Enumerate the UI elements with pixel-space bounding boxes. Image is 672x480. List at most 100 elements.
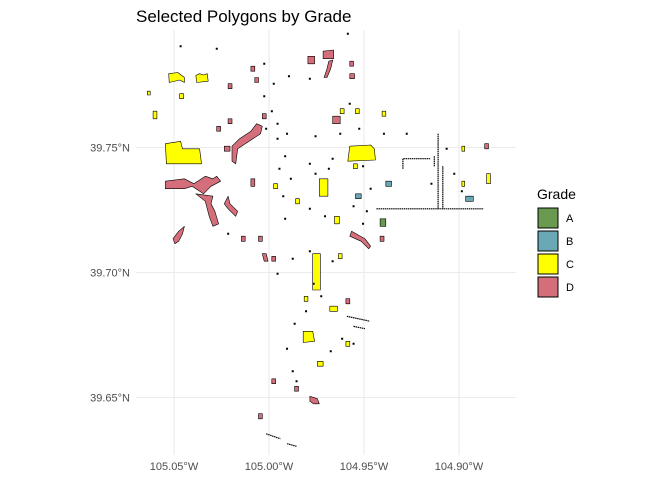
small-polygon-18 [324,215,327,218]
street-lines [266,133,484,447]
small-polygon-11 [308,162,311,165]
polygon-grade-c-24 [338,253,343,260]
small-polygon-26 [362,222,365,225]
polygon-grade-c-21 [273,183,278,189]
polygon-grade-d-28 [349,60,354,67]
polygon-grade-d-32 [227,83,233,89]
legend-label-d: D [566,282,574,294]
small-polygon-20 [327,167,330,170]
legend-swatch-d [537,276,559,298]
small-polygon-21 [314,172,317,175]
small-polygon-23 [369,187,372,190]
small-polygon-37 [291,370,294,373]
polygon-grade-c-19 [355,108,360,114]
small-polygon-40 [348,102,351,105]
polygon-grade-c-18 [317,360,324,367]
polygon-grade-d-46 [271,255,276,262]
polygon-grade-c-9 [179,93,184,99]
small-polygon-39 [286,347,289,350]
polygon-grade-d-26 [307,55,315,65]
polygon-grade-a-56 [379,218,387,227]
line-feature-0 [402,158,431,169]
polygon-grade-c-3 [347,144,376,162]
small-polygon-16 [284,217,287,220]
legend-swatch-c [537,253,559,275]
small-polygon-25 [365,210,368,213]
polygon-grade-c-11 [381,110,387,117]
small-polygon-13 [278,167,281,170]
polygon-grade-d-27 [323,59,334,78]
small-polygon-36 [329,350,332,353]
polygon-grade-b-58 [385,180,392,187]
legend-title: Grade [537,186,576,202]
small-polygon-3 [272,82,275,85]
small-polygon-45 [445,147,448,150]
polygon-grade-d-50 [484,143,489,150]
polygon-grade-d-37 [224,145,231,152]
small-polygon-8 [286,132,289,135]
polygon-grade-d-55 [345,298,351,305]
small-polygon-layer [179,32,463,383]
small-polygon-27 [308,250,311,253]
polygon-grade-b-59 [465,195,474,202]
small-polygon-31 [320,295,323,298]
small-polygon-44 [405,132,408,135]
map-title: Selected Polygons by Grade [136,7,351,26]
polygon-grade-d-49 [332,115,341,124]
polygon-grade-c-13 [486,173,491,184]
small-polygon-14 [289,177,292,180]
x-axis-ticks: 105.05°W 105.00°W 104.95°W 104.90°W [150,461,484,473]
polygon-grade-c-22 [295,198,300,205]
small-polygon-50 [346,32,349,35]
polygon-grade-b-57 [355,193,362,199]
polygon-grade-c-6 [302,330,315,343]
polygon-grade-c-14 [461,180,466,187]
legend-label-a: A [566,213,574,225]
small-polygon-22 [362,165,365,168]
small-polygon-47 [460,190,463,193]
polygon-grade-d-30 [250,65,256,72]
legend-label-b: B [566,236,573,248]
graticule [136,30,516,455]
small-polygon-52 [276,272,279,275]
line-feature-4 [346,315,370,322]
small-polygon-49 [287,75,290,78]
polygon-grade-d-25 [322,49,334,60]
small-polygon-0 [179,45,182,48]
small-polygon-12 [314,135,317,138]
legend-swatch-b [537,230,559,252]
small-polygon-38 [295,380,298,383]
polygon-grade-d-45 [261,253,269,262]
polygon-grade-d-29 [349,73,355,79]
y-axis-ticks: 39.75°N 39.70°N 39.65°N [90,143,130,405]
polygon-grade-c-4 [318,178,329,197]
small-polygon-6 [265,127,268,130]
polygon-grade-c-15 [334,216,340,225]
small-polygon-35 [352,342,355,345]
polygon-grade-d-53 [309,395,320,405]
polygon-grade-d-40 [224,195,238,217]
polygon-grade-d-51 [271,378,276,385]
small-polygon-32 [305,310,308,313]
line-feature-7 [353,325,366,330]
polygon-grade-c-1 [195,73,209,83]
polygon-grade-d-35 [261,113,267,120]
small-polygon-51 [308,77,311,80]
polygon-grade-d-54 [258,413,263,420]
polygon-grade-c-23 [345,340,351,347]
polygon-grade-c-20 [339,108,345,114]
y-tick-label: 39.70°N [90,268,130,280]
small-polygon-46 [453,172,456,175]
polygon-grade-d-52 [294,385,299,392]
small-polygon-2 [263,62,266,65]
small-polygon-30 [331,260,334,263]
line-feature-5 [266,433,281,440]
y-tick-label: 39.65°N [90,393,130,405]
polygon-grade-c-0 [168,72,185,83]
small-polygon-4 [263,95,266,98]
polygon-grade-d-47 [349,230,371,250]
polygon-grade-c-5 [312,253,321,291]
